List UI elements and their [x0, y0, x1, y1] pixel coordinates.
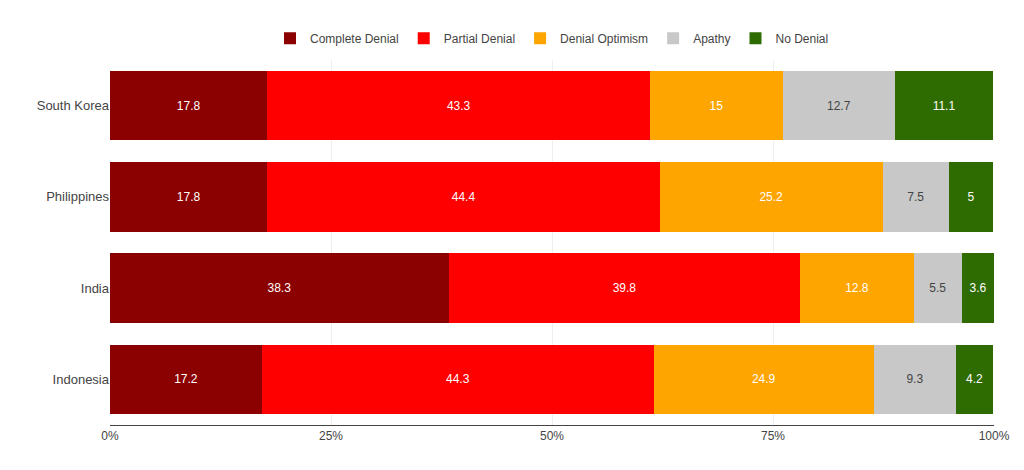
svg-text:12.8: 12.8 [845, 281, 869, 295]
svg-text:Apathy: Apathy [693, 32, 730, 46]
svg-text:9.3: 9.3 [906, 372, 923, 386]
svg-text:25%: 25% [319, 429, 343, 443]
svg-text:India: India [81, 281, 110, 296]
svg-text:44.4: 44.4 [452, 190, 476, 204]
svg-text:100%: 100% [979, 429, 1010, 443]
svg-text:South Korea: South Korea [37, 98, 110, 113]
svg-text:12.7: 12.7 [827, 99, 851, 113]
svg-text:Indonesia: Indonesia [53, 372, 110, 387]
svg-text:38.3: 38.3 [267, 281, 291, 295]
svg-text:11.1: 11.1 [933, 99, 956, 113]
svg-text:Partial Denial: Partial Denial [444, 32, 515, 46]
svg-text:0%: 0% [101, 429, 119, 443]
svg-text:17.8: 17.8 [177, 99, 201, 113]
svg-text:4.2: 4.2 [966, 372, 983, 386]
svg-text:39.8: 39.8 [613, 281, 637, 295]
svg-text:Philippines: Philippines [46, 189, 109, 204]
svg-text:3.6: 3.6 [970, 281, 987, 295]
svg-text:50%: 50% [540, 429, 564, 443]
svg-text:17.2: 17.2 [174, 372, 198, 386]
svg-text:17.8: 17.8 [177, 190, 201, 204]
svg-text:43.3: 43.3 [447, 99, 471, 113]
svg-text:No Denial: No Denial [775, 32, 828, 46]
svg-text:7.5: 7.5 [907, 190, 924, 204]
svg-text:Denial Optimism: Denial Optimism [560, 32, 648, 46]
svg-text:24.9: 24.9 [752, 372, 776, 386]
svg-text:5: 5 [968, 190, 975, 204]
svg-text:5.5: 5.5 [929, 281, 946, 295]
svg-text:44.3: 44.3 [446, 372, 470, 386]
svg-text:75%: 75% [761, 429, 785, 443]
svg-text:15: 15 [710, 99, 724, 113]
svg-text:Complete Denial: Complete Denial [310, 32, 399, 46]
svg-text:25.2: 25.2 [759, 190, 783, 204]
